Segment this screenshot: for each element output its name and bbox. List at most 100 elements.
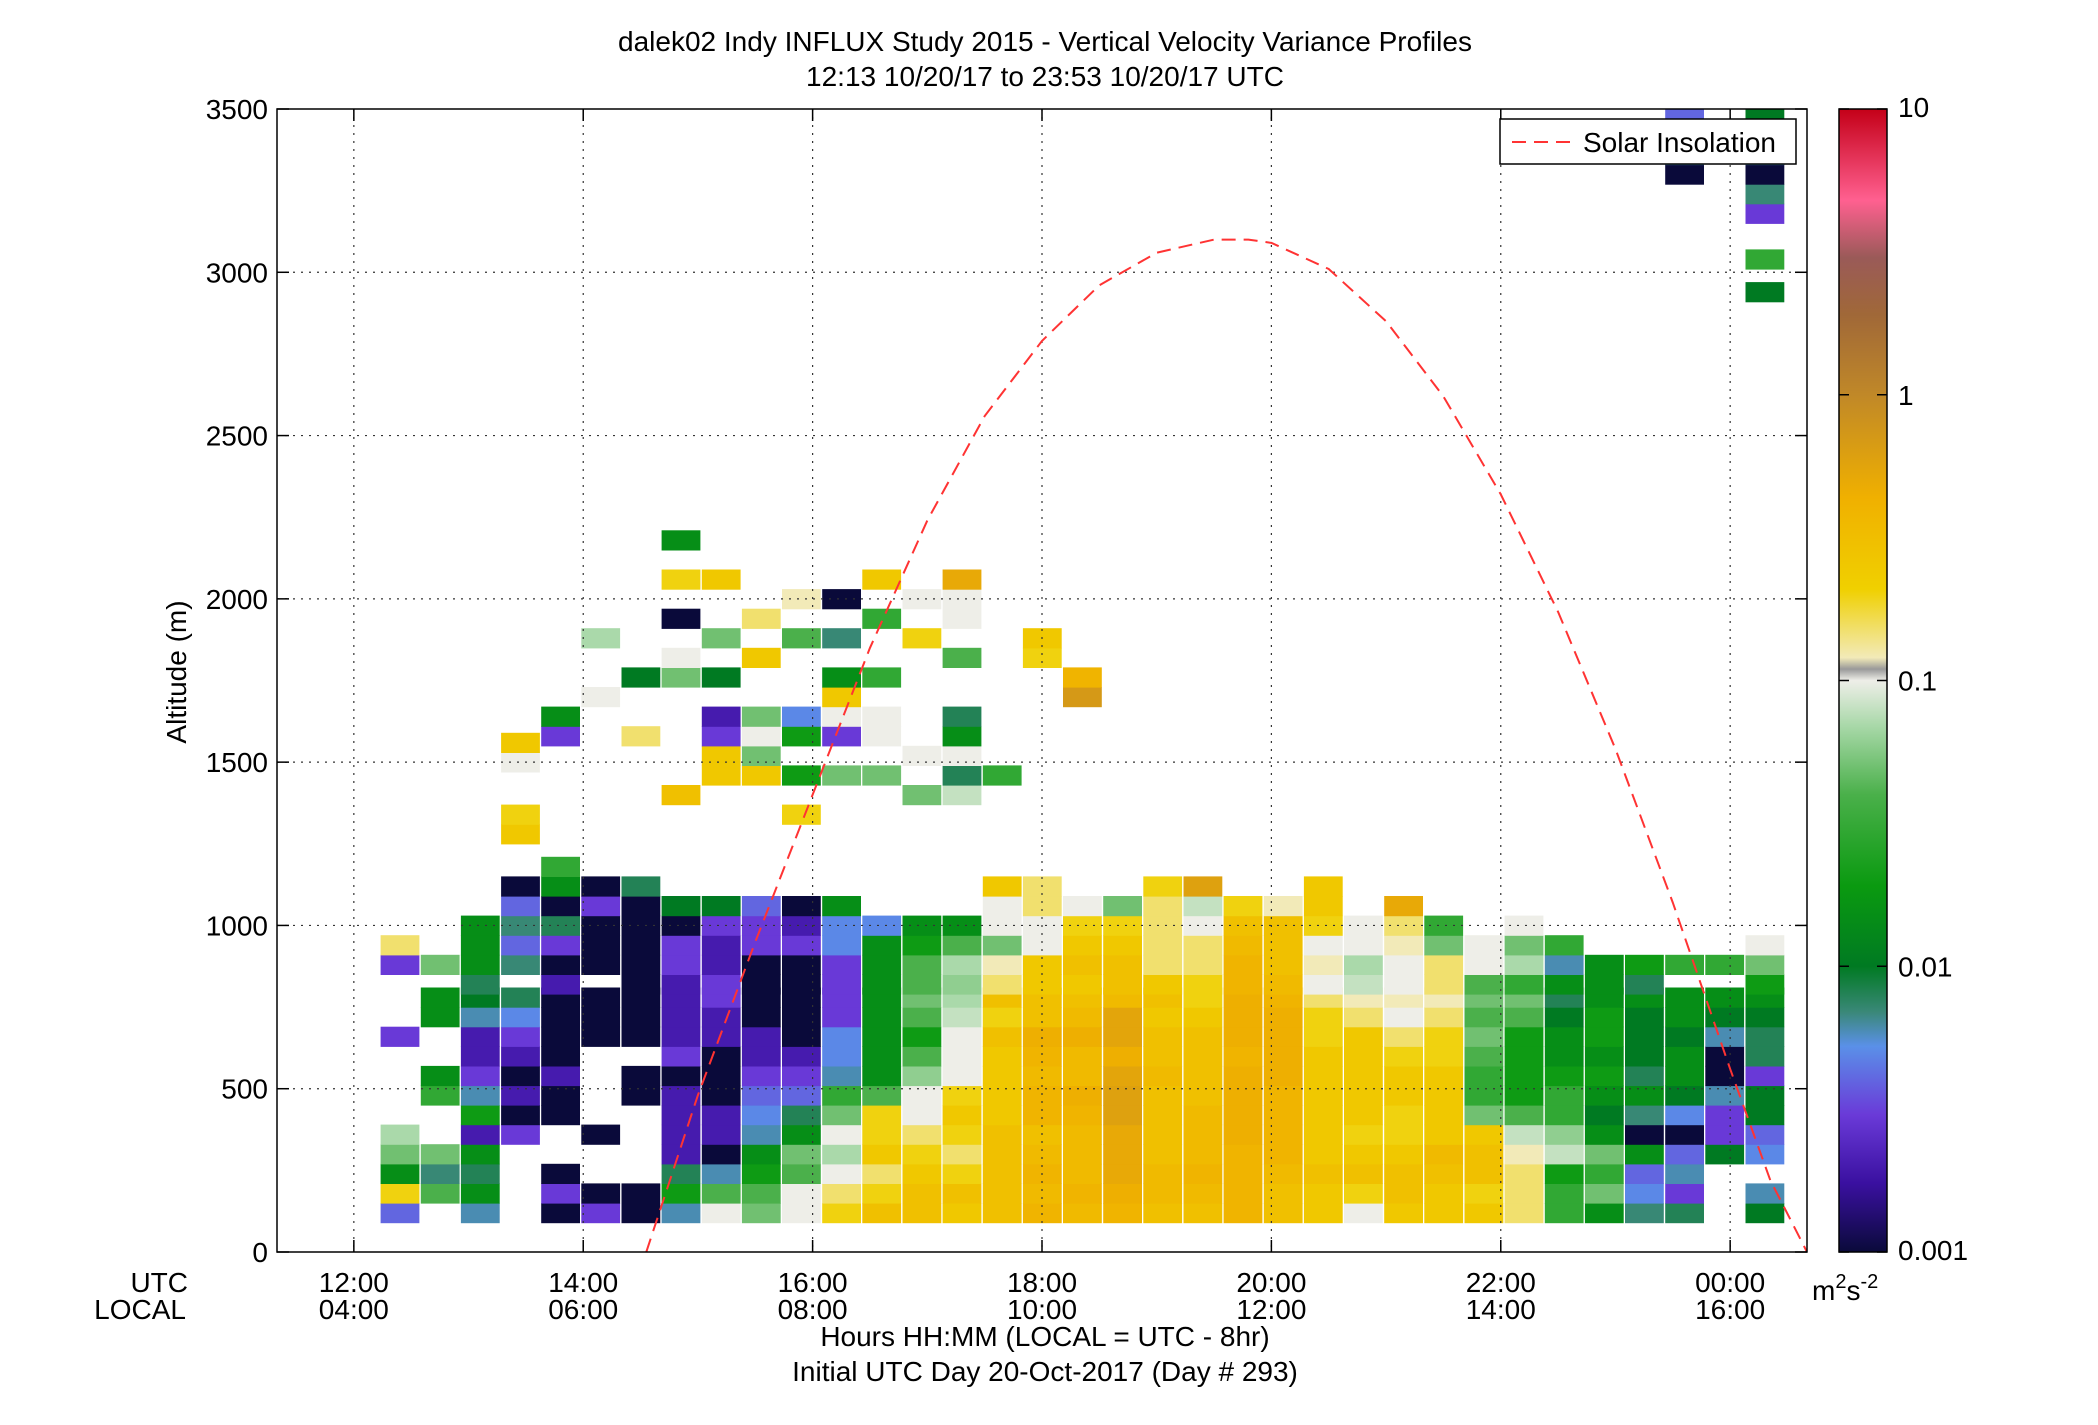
heatmap-cell [661,667,701,688]
heatmap-cell [1022,1065,1062,1087]
heatmap-cell [1103,915,1142,936]
heatmap-cell [822,1105,861,1126]
heatmap-cell [982,954,1022,975]
heatmap-cell [1745,1124,1785,1145]
heatmap-cell [902,1183,942,1204]
heatmap-cell [1063,1085,1102,1106]
heatmap-cell [1544,1085,1584,1106]
x-tick-label-local: 10:00 [1007,1294,1077,1325]
heatmap-cell [460,974,500,995]
heatmap-cell [1544,1124,1584,1145]
heatmap-cell [1143,974,1183,995]
heatmap-cell [942,954,982,975]
heatmap-cell [501,954,540,975]
heatmap-cell [902,935,942,956]
heatmap-cell [1504,1124,1544,1145]
heatmap-cell [1183,896,1223,917]
heatmap-cell [1263,1085,1303,1106]
heatmap-cell [1464,1144,1504,1165]
heatmap-cell [1504,1046,1544,1067]
heatmap-cell [1584,1105,1624,1126]
heatmap-cell [1544,1105,1584,1126]
heatmap-cell [541,1065,580,1087]
heatmap-cell [380,1203,420,1224]
heatmap-cell [1103,1203,1142,1224]
axis-ticks [277,108,1807,1253]
heatmap-cell [822,1065,861,1087]
heatmap-cell [661,896,701,917]
heatmap-cell [1745,1105,1785,1126]
heatmap-cell [1063,1105,1102,1126]
heatmap-cell [782,1085,821,1106]
heatmap-cell [701,628,741,649]
heatmap-cell [1143,1124,1183,1145]
heatmap-cell [942,915,982,936]
x-tick-label-utc: 20:00 [1236,1267,1306,1298]
colorbar-unit: m2s-2 [1812,1271,1878,1306]
heatmap-cell [1625,1203,1664,1224]
heatmap-cell [1384,935,1423,956]
heatmap-cell [460,1124,500,1145]
heatmap-cell [701,765,741,786]
heatmap-cell [1063,1046,1102,1067]
heatmap-cell [1544,1026,1584,1047]
x-tick-label-local: 12:00 [1236,1294,1306,1325]
heatmap-cell [1584,1026,1624,1047]
heatmap-cell [741,1203,781,1224]
heatmap-cell [741,1065,781,1087]
heatmap-cell [541,856,580,877]
heatmap-cell [1183,876,1223,897]
x-tick-labels: 12:0004:0014:0006:0016:0008:0018:0010:00… [319,1267,1765,1325]
heatmap-cell [1223,1065,1263,1087]
heatmap-cell [1745,1046,1785,1067]
heatmap-cell [661,954,701,975]
heatmap-cell [862,1144,902,1165]
heatmap-cell [460,935,500,956]
heatmap-cell [380,1183,420,1204]
heatmap-cell [1022,974,1062,995]
heatmap-cell [1223,1144,1263,1165]
heatmap-cell [1263,974,1303,995]
heatmap-cell [782,974,821,995]
heatmap-cell [1344,1203,1383,1224]
heatmap-cell [501,1105,540,1126]
heatmap-cell [1183,1124,1223,1145]
heatmap-cell [942,647,982,668]
heatmap-cell [1625,1163,1664,1184]
heatmap-cell [982,765,1022,786]
heatmap-cell [1625,1124,1664,1145]
heatmap-cell [1745,1183,1785,1204]
heatmap-cell [982,1144,1022,1165]
heatmap-cell [1625,1026,1664,1047]
heatmap-cell [420,1007,460,1028]
heatmap-cell [1424,1085,1464,1106]
heatmap-cell [1745,184,1785,205]
heatmap-cell [1183,1105,1223,1126]
heatmap-cell [1303,1183,1343,1204]
heatmap-cell [1344,954,1383,975]
heatmap-cell [701,1085,741,1106]
heatmap-cell [741,1026,781,1047]
heatmap-cell [581,896,621,917]
heatmap-cell [1384,1203,1423,1224]
heatmap-cell [581,687,621,708]
heatmap-cell [1263,915,1303,936]
heatmap-cell [661,530,701,551]
heatmap-cell [1665,1085,1704,1106]
heatmap-cell [1263,935,1303,956]
heatmap-cell [862,706,902,727]
heatmap-cell [541,1046,580,1067]
heatmap-cell [1504,915,1544,936]
heatmap-cell [701,1203,741,1224]
heatmap-cell [1745,164,1785,185]
heatmap-cell [942,706,982,727]
heatmap-cell [1022,896,1062,917]
heatmap-cell [1464,935,1504,956]
heatmap-cell [621,1065,661,1087]
heatmap-cell [1344,1183,1383,1204]
heatmap-cell [782,896,821,917]
heatmap-cell [1103,1085,1142,1106]
heatmap-cell [460,1203,500,1224]
heatmap-cell [1544,974,1584,995]
heatmap-cell [942,785,982,806]
